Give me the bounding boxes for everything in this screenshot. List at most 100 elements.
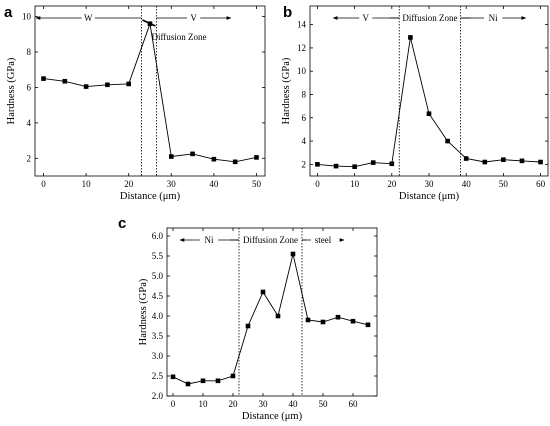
data-point-marker: [83, 84, 89, 89]
data-point-marker: [41, 76, 46, 81]
x-tick-label: 50: [319, 399, 329, 409]
y-axis-label: Hardness (GPa): [6, 57, 17, 124]
data-point-marker: [62, 78, 68, 84]
region-label: steel: [315, 235, 332, 245]
data-point-marker: [260, 289, 266, 295]
x-tick-label: 30: [167, 179, 177, 189]
data-point-marker: [352, 164, 357, 169]
data-point-marker: [290, 251, 296, 257]
y-tick-label: 6: [27, 82, 32, 92]
plot-frame-b: [309, 5, 549, 177]
region-label: Diffusion Zone: [402, 13, 457, 23]
y-axis-label: Hardness (GPa): [138, 278, 149, 345]
y-tick-label: 8: [27, 47, 32, 57]
y-tick-label: 14: [297, 20, 307, 30]
region-label: V: [363, 13, 370, 23]
x-tick-label: 0: [171, 399, 176, 409]
data-point-marker: [170, 374, 176, 380]
data-point-marker: [445, 138, 450, 144]
y-tick-label: 2: [27, 153, 32, 163]
data-point-marker: [126, 81, 132, 87]
y-tick-label: 3.5: [152, 331, 164, 341]
data-point-marker: [538, 159, 543, 165]
y-tick-label: 6: [302, 113, 307, 123]
x-tick-label: 50: [499, 179, 509, 189]
data-point-marker: [370, 160, 376, 165]
y-tick-label: 2: [302, 159, 307, 169]
x-tick-label: 30: [259, 399, 269, 409]
data-point-marker: [350, 318, 356, 324]
plot-frame-a: [34, 5, 266, 177]
data-point-marker: [408, 35, 413, 40]
y-tick-label: 4: [27, 118, 32, 128]
data-point-marker: [320, 319, 326, 325]
data-point-marker: [200, 378, 206, 384]
data-point-marker: [185, 381, 191, 387]
y-tick-label: 5.0: [152, 271, 164, 281]
x-tick-label: 20: [124, 179, 134, 189]
hardness-series-line: [317, 37, 541, 168]
data-point-marker: [232, 159, 238, 165]
region-label: Diffusion Zone: [243, 235, 298, 245]
y-tick-label: 8: [302, 89, 307, 99]
x-tick-label: 10: [199, 399, 209, 409]
hardness-series-line: [172, 253, 369, 385]
x-tick-label: 60: [536, 179, 546, 189]
x-tick-label: 20: [229, 399, 239, 409]
region-label: Ni: [205, 235, 214, 245]
data-point-marker: [245, 323, 251, 329]
data-point-marker: [315, 162, 320, 167]
panel-label-b: b: [283, 4, 292, 21]
panel-label-c: c: [118, 215, 126, 232]
data-point-marker: [501, 157, 506, 162]
region-label: W: [84, 13, 93, 23]
data-point-marker: [333, 163, 339, 169]
data-point-marker: [426, 111, 432, 117]
data-point-marker: [519, 158, 525, 164]
data-point-marker: [482, 159, 488, 165]
y-tick-label: 5.5: [152, 251, 164, 261]
x-tick-label: 10: [82, 179, 92, 189]
x-axis-label: Distance (μm): [120, 191, 181, 202]
data-point-marker: [105, 82, 110, 88]
data-point-marker: [389, 161, 395, 167]
x-tick-label: 20: [387, 179, 397, 189]
x-tick-label: 0: [41, 179, 46, 189]
x-tick-label: 50: [252, 179, 262, 189]
x-axis-label: Distance (μm): [399, 191, 460, 202]
region-label: Ni: [489, 13, 498, 23]
x-tick-label: 40: [209, 179, 219, 189]
data-point-marker: [190, 151, 195, 157]
y-axis-label: Hardness (GPa): [281, 57, 292, 124]
plot-frame-c: [166, 227, 378, 397]
y-tick-label: 6.0: [152, 231, 164, 241]
y-tick-label: 4.5: [152, 291, 164, 301]
data-point-marker: [211, 156, 217, 162]
x-tick-label: 60: [349, 399, 359, 409]
x-axis-label: Distance (μm): [242, 411, 303, 422]
y-tick-label: 2.0: [152, 391, 164, 401]
data-point-marker: [168, 154, 174, 159]
x-tick-label: 10: [350, 179, 360, 189]
data-point-marker: [230, 373, 236, 379]
data-point-marker: [254, 155, 259, 160]
y-tick-label: 4: [302, 136, 307, 146]
data-point-marker: [147, 21, 153, 27]
data-point-marker: [305, 317, 311, 323]
data-point-marker: [275, 313, 281, 319]
diffusion-zone-annotation: Diffusion Zone: [151, 32, 206, 42]
region-label: V: [190, 13, 197, 23]
x-tick-label: 30: [425, 179, 435, 189]
y-tick-label: 10: [297, 66, 307, 76]
y-tick-label: 4.0: [152, 311, 164, 321]
y-tick-label: 10: [22, 12, 32, 22]
data-point-marker: [335, 314, 341, 320]
x-tick-label: 40: [289, 399, 299, 409]
x-tick-label: 0: [315, 179, 320, 189]
y-tick-label: 2.5: [152, 371, 164, 381]
data-point-marker: [365, 322, 371, 328]
data-point-marker: [215, 378, 221, 384]
panel-label-a: a: [4, 4, 13, 21]
y-tick-label: 12: [297, 43, 306, 53]
